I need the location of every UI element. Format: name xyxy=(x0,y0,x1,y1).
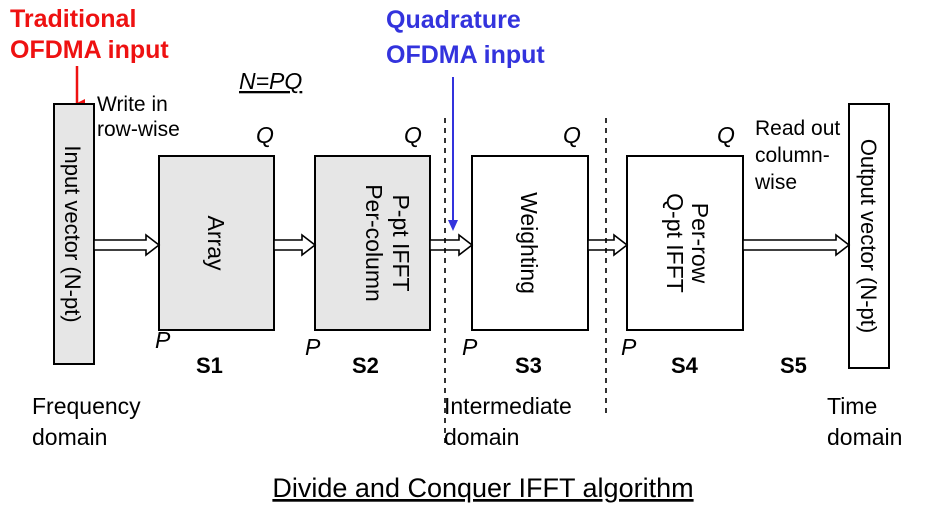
arrow-column-ifft-to-weighting xyxy=(429,233,474,257)
quadrature-input-label-2: OFDMA input xyxy=(386,41,545,69)
arrow-array-to-column-ifft xyxy=(273,233,317,257)
read-note-3: wise xyxy=(754,171,797,194)
stage-s4-label: S4 xyxy=(671,353,699,378)
traditional-input-label-1: Traditional xyxy=(10,5,136,33)
time-domain-label-2: domain xyxy=(827,424,902,450)
per-row-p-label: P xyxy=(621,334,637,360)
write-note-2: row-wise xyxy=(97,118,180,141)
stage-s5-label: S5 xyxy=(780,353,807,378)
per-column-q-label: Q xyxy=(404,122,422,148)
quadrature-arrowhead-icon xyxy=(448,220,458,231)
read-note-1: Read out xyxy=(755,117,840,140)
stage-s1-label: S1 xyxy=(196,353,223,378)
output-vector-box xyxy=(848,103,890,369)
intermediate-domain-label-2: domain xyxy=(444,424,519,450)
array-block-label: Array xyxy=(203,216,229,271)
per-column-p-label: P xyxy=(305,334,321,360)
quadrature-input-label-1: Quadrature xyxy=(386,6,521,34)
array-p-label: P xyxy=(155,327,171,353)
arrow-weighting-to-row-ifft xyxy=(587,233,629,257)
read-note-2: column- xyxy=(755,144,830,167)
traditional-input-label-2: OFDMA input xyxy=(10,36,169,64)
array-q-label: Q xyxy=(256,122,274,148)
per-column-label-2: P-pt IFFT xyxy=(388,194,414,291)
intermediate-domain-label-1: Intermediate xyxy=(444,393,572,419)
output-vector-label: Output vector (N-pt) xyxy=(856,139,881,333)
per-column-ifft-block: Per-column P-pt IFFT Q P S2 xyxy=(305,122,431,378)
arrow-input-to-array xyxy=(93,233,161,257)
time-domain-label-1: Time xyxy=(827,393,877,419)
equation-text: N=PQ xyxy=(239,68,302,94)
stage-s2-label: S2 xyxy=(352,353,379,378)
array-block: Array Q P S1 xyxy=(155,122,275,378)
weighting-label: Weighting xyxy=(516,192,542,294)
per-column-label-1: Per-column xyxy=(361,184,387,302)
per-row-ifft-block: Per-row Q-pt IFFT Q P S4 xyxy=(621,122,744,378)
weighting-q-label: Q xyxy=(563,122,581,148)
arrow-row-ifft-to-output xyxy=(742,233,851,257)
stage-s3-label: S3 xyxy=(515,353,542,378)
per-row-label-1: Per-row xyxy=(687,203,713,284)
input-vector-label: Input vector (N-pt) xyxy=(60,145,85,322)
write-note-1: Write in xyxy=(97,93,168,116)
frequency-domain-label-1: Frequency xyxy=(32,393,141,419)
weighting-p-label: P xyxy=(462,334,478,360)
per-row-label-2: Q-pt IFFT xyxy=(662,193,688,293)
per-row-q-label: Q xyxy=(717,122,735,148)
weighting-block: Weighting Q P S3 xyxy=(462,122,589,378)
frequency-domain-label-2: domain xyxy=(32,424,107,450)
input-vector-box xyxy=(53,103,95,365)
diagram-caption: Divide and Conquer IFFT algorithm xyxy=(272,473,693,503)
